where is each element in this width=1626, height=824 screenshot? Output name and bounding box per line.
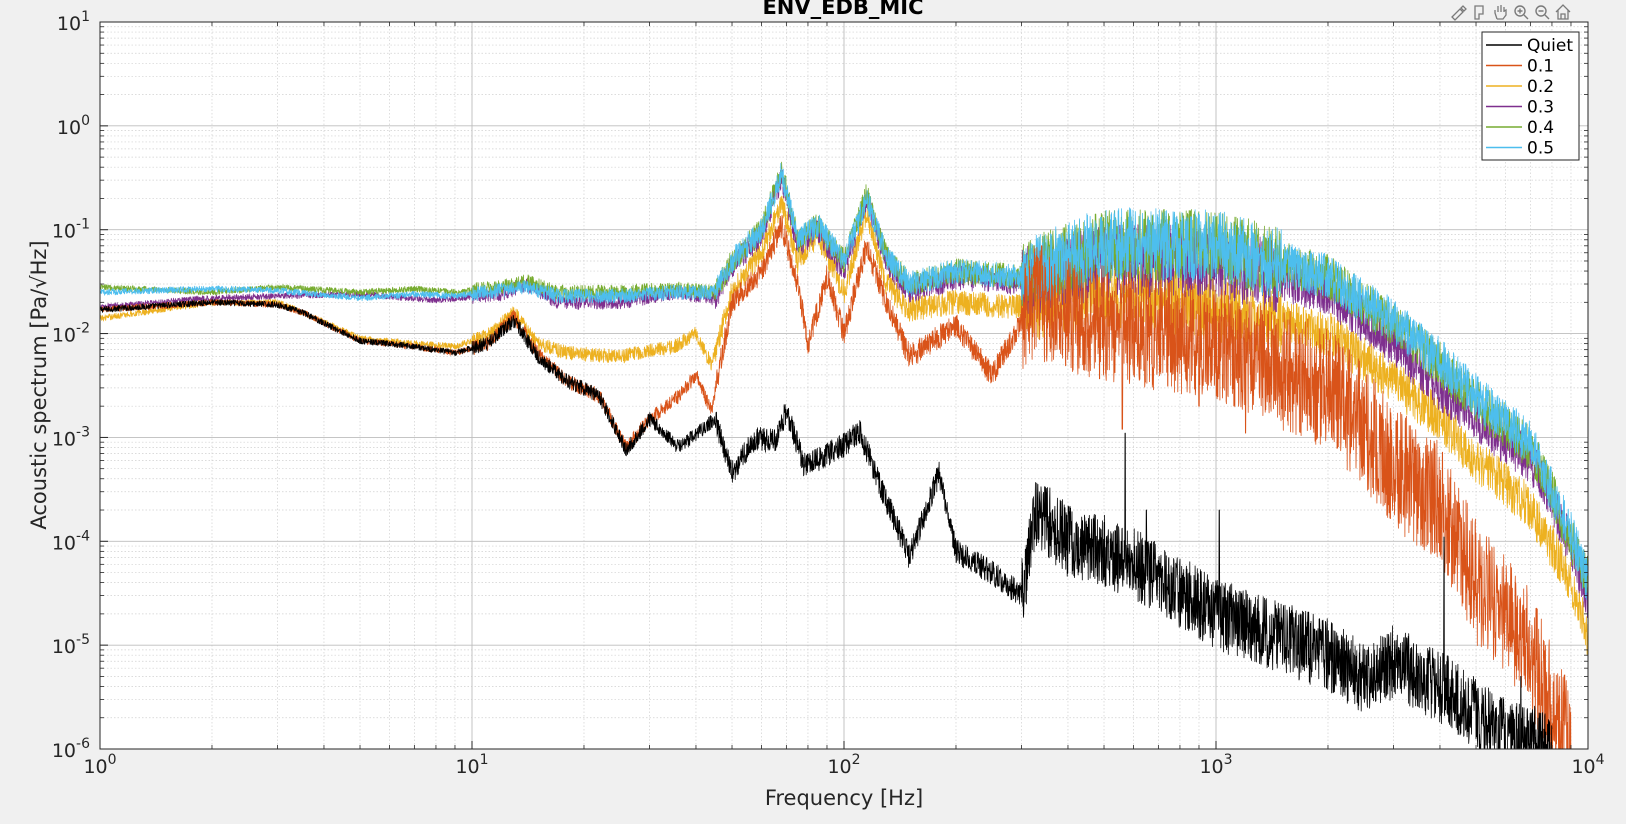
zoom-out-icon[interactable]	[1532, 2, 1552, 22]
legend-entry-label: 0.2	[1527, 77, 1554, 97]
x-tick-label: 104	[1571, 752, 1604, 778]
y-tick-labels: 101 100 10-1 10-2 10-3 10-4 10-5 10-6	[52, 9, 90, 762]
datatip-icon[interactable]	[1469, 2, 1489, 22]
home-icon[interactable]	[1553, 2, 1573, 22]
y-tick-label: 10-5	[52, 632, 90, 658]
x-tick-label: 101	[455, 752, 488, 778]
legend-entry-label: 0.3	[1527, 98, 1554, 118]
y-axis-label: Acoustic spectrum [Pa/√Hz]	[27, 240, 51, 529]
y-tick-label: 10-4	[52, 528, 90, 554]
pan-icon[interactable]	[1490, 2, 1510, 22]
y-tick-label: 100	[57, 113, 90, 139]
x-tick-labels: 100 101 102 103 104	[83, 752, 1604, 778]
legend-entry-label: 0.1	[1527, 57, 1554, 77]
brush-icon[interactable]	[1448, 2, 1468, 22]
y-tick-label: 101	[57, 9, 90, 35]
legend-box	[1481, 31, 1580, 161]
x-tick-label: 103	[1199, 752, 1232, 778]
tick-marks	[99, 21, 1589, 750]
y-tick-label: 10-2	[52, 321, 90, 347]
legend-entry-label: 0.4	[1527, 118, 1554, 138]
series-line-0-4	[100, 161, 1588, 594]
legend-entry-label: Quiet	[1527, 36, 1573, 56]
y-tick-label: 10-3	[52, 424, 90, 450]
x-tick-label: 100	[83, 752, 116, 778]
axes-toolbar	[1448, 2, 1573, 22]
series-layer	[100, 161, 1588, 749]
y-tick-label: 10-6	[52, 736, 90, 762]
x-tick-label: 102	[827, 752, 860, 778]
y-tick-label: 10-1	[52, 217, 90, 243]
chart-title: ENV_EDB_MIC	[762, 0, 923, 19]
zoom-in-icon[interactable]	[1511, 2, 1531, 22]
x-axis-label: Frequency [Hz]	[765, 786, 923, 810]
legend-entry-label: 0.5	[1527, 139, 1554, 159]
series-line-0-5	[100, 163, 1588, 600]
series-line-quiet	[100, 299, 1553, 749]
